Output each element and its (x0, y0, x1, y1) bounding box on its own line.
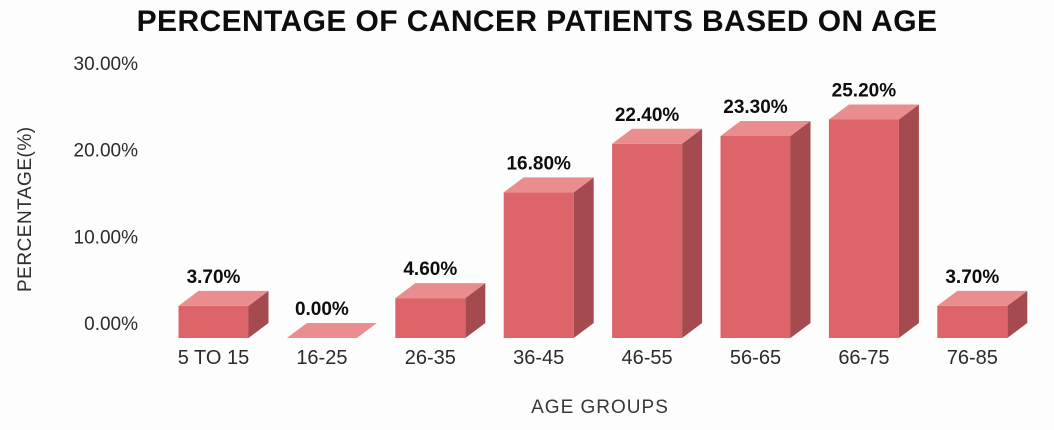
bar-top-face (828, 104, 919, 120)
bar-value-label: 3.70% (945, 267, 999, 288)
bar-front-face (720, 135, 791, 338)
bar-top-face (503, 177, 594, 193)
bar-side-face (790, 120, 811, 338)
bar-front-face (828, 119, 899, 339)
bar-group (937, 290, 1028, 338)
bar-top-face (178, 290, 269, 306)
bar-top-face (286, 323, 377, 338)
x-tick-label: 26-35 (405, 347, 456, 369)
bar-group (828, 104, 919, 339)
y-tick-label: 20.00% (74, 141, 139, 162)
y-tick-label: 10.00% (74, 227, 139, 248)
x-tick-label: 46-55 (622, 347, 673, 369)
bar-top-face (612, 128, 703, 144)
bar-group (286, 323, 377, 338)
bar-value-label: 3.70% (187, 267, 241, 288)
bar-front-face (178, 305, 249, 338)
bar-front-face (612, 143, 683, 338)
x-tick-label: 36-45 (513, 347, 564, 369)
x-tick-label: 76-85 (947, 347, 998, 369)
chart-title: PERCENTAGE OF CANCER PATIENTS BASED ON A… (136, 5, 938, 38)
bar-value-label: 16.80% (506, 153, 571, 174)
bar-side-face (898, 104, 919, 339)
bar-value-label: 25.20% (832, 81, 897, 102)
bar-front-face (937, 305, 1008, 338)
bar-side-face (682, 128, 703, 338)
x-tick-label: 16-25 (296, 347, 347, 369)
bar-front-face (503, 192, 574, 338)
x-tick-label: 56-65 (730, 347, 781, 369)
bar-value-label: 4.60% (403, 259, 457, 280)
y-tick-label: 30.00% (74, 54, 139, 75)
bar-group (503, 177, 594, 338)
bar-side-face (573, 177, 594, 338)
x-tick-label: 5 TO 15 (178, 347, 250, 369)
y-tick-label: 0.00% (84, 314, 138, 335)
bar-top-face (720, 120, 811, 136)
bar-group (395, 283, 486, 338)
bar-side-face (1007, 290, 1028, 338)
bar-top-face (395, 283, 486, 299)
bar-top-face (937, 290, 1028, 306)
bar-side-face (465, 283, 486, 338)
bar-side-face (248, 290, 269, 338)
x-tick-label: 66-75 (838, 347, 889, 369)
bar-group (612, 128, 703, 338)
x-axis-title: AGE GROUPS (531, 397, 669, 418)
bar-group (178, 290, 269, 338)
bar-value-label: 23.30% (723, 97, 788, 118)
bar-group (720, 120, 811, 338)
bar-value-label: 22.40% (615, 105, 680, 126)
bar-value-label: 0.00% (295, 299, 349, 320)
bar-front-face (395, 298, 466, 338)
